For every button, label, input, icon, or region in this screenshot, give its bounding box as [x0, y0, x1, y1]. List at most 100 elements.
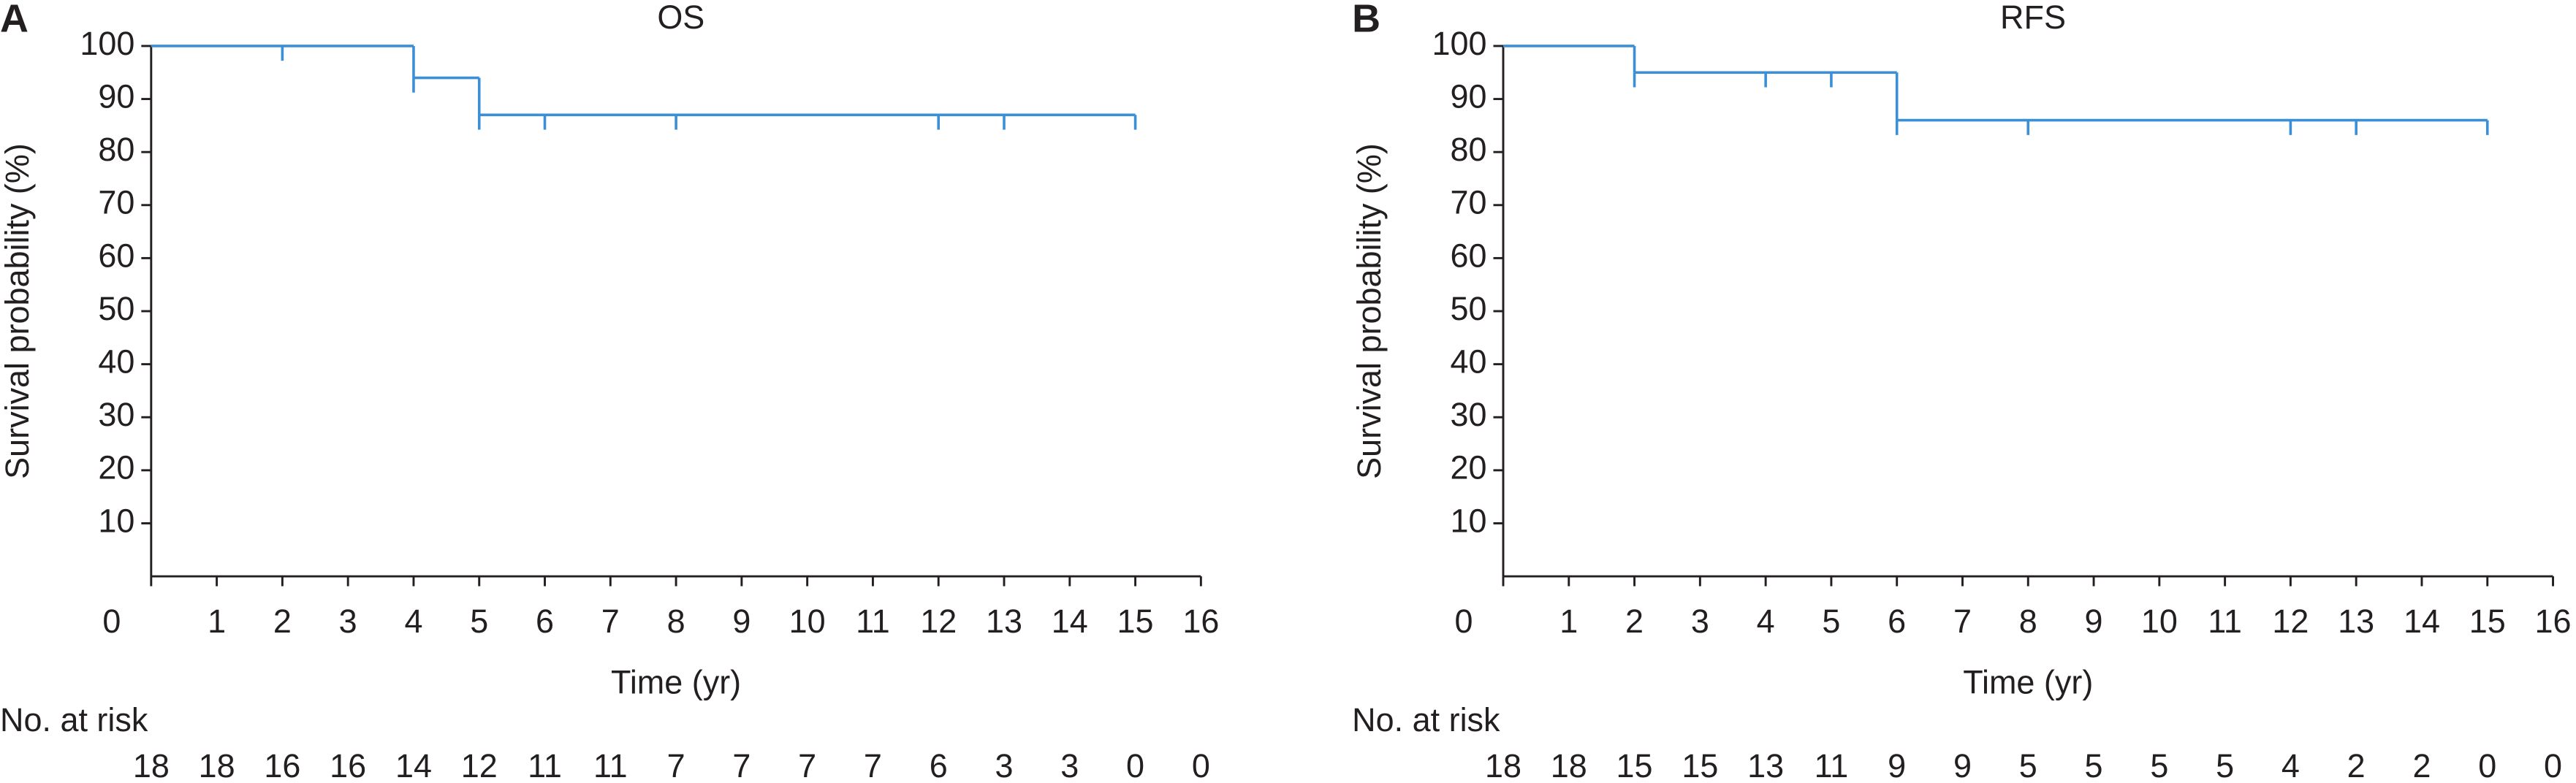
at-risk-value: 7 — [864, 747, 882, 783]
at-risk-value: 5 — [2085, 747, 2103, 783]
x-tick-label: 16 — [1182, 603, 1219, 640]
x-tick-label: 14 — [1052, 603, 1088, 640]
x-tick-label: 9 — [732, 603, 751, 640]
at-risk-value: 7 — [798, 747, 816, 783]
y-tick-label: 80 — [98, 131, 134, 168]
at-risk-value: 0 — [1126, 747, 1144, 783]
y-tick-label: 60 — [1451, 237, 1487, 274]
x-tick-label: 7 — [601, 603, 620, 640]
at-risk-value: 16 — [330, 747, 366, 783]
x-tick-label: 8 — [667, 603, 685, 640]
x-tick-label: 15 — [2469, 603, 2506, 640]
y-tick-label: 20 — [1451, 449, 1487, 486]
y-tick-label: 10 — [98, 502, 134, 539]
x-axis-label: Time (yr) — [611, 663, 741, 700]
y-tick-label: 50 — [1451, 290, 1487, 327]
x-tick-label: 4 — [404, 603, 422, 640]
x-tick-label: 6 — [1888, 603, 1906, 640]
x-tick-label: 0 — [102, 603, 121, 640]
x-tick-label: 9 — [2085, 603, 2103, 640]
at-risk-value: 12 — [461, 747, 498, 783]
at-risk-value: 18 — [1485, 747, 1521, 783]
at-risk-value: 0 — [1192, 747, 1210, 783]
y-tick-label: 30 — [1451, 396, 1487, 433]
at-risk-value: 2 — [2347, 747, 2366, 783]
at-risk-value: 11 — [593, 747, 628, 783]
y-tick-label: 70 — [1451, 184, 1487, 221]
y-tick-label: 50 — [98, 290, 134, 327]
chart-title: OS — [657, 0, 704, 36]
panel-letter: B — [1352, 0, 1380, 40]
y-tick-label: 80 — [1451, 131, 1487, 168]
y-tick-label: 10 — [1451, 502, 1487, 539]
x-tick-label: 2 — [273, 603, 292, 640]
x-tick-label: 2 — [1625, 603, 1644, 640]
at-risk-value: 18 — [199, 747, 235, 783]
y-axis-label: Survival probability (%) — [1350, 143, 1388, 479]
at-risk-title: No. at risk — [1352, 701, 1500, 738]
at-risk-value: 16 — [264, 747, 300, 783]
at-risk-title: No. at risk — [0, 701, 148, 738]
x-tick-label: 10 — [2141, 603, 2178, 640]
x-tick-label: 5 — [470, 603, 488, 640]
y-tick-label: 60 — [98, 237, 134, 274]
x-tick-label: 8 — [2019, 603, 2037, 640]
y-tick-label: 40 — [98, 343, 134, 381]
at-risk-value: 15 — [1616, 747, 1653, 783]
y-tick-label: 20 — [98, 449, 134, 486]
x-tick-label: 3 — [339, 603, 357, 640]
x-tick-label: 6 — [536, 603, 554, 640]
y-tick-label: 30 — [98, 396, 134, 433]
y-tick-label: 90 — [1451, 77, 1487, 115]
y-tick-label: 40 — [1451, 343, 1487, 381]
y-tick-label: 100 — [1432, 25, 1487, 62]
x-tick-label: 1 — [1559, 603, 1578, 640]
x-tick-label: 12 — [920, 603, 957, 640]
at-risk-value: 14 — [395, 747, 432, 783]
x-tick-label: 10 — [789, 603, 826, 640]
at-risk-value: 6 — [930, 747, 948, 783]
x-tick-label: 1 — [208, 603, 226, 640]
y-tick-label: 90 — [98, 77, 134, 115]
at-risk-value: 15 — [1682, 747, 1718, 783]
at-risk-value: 4 — [2281, 747, 2300, 783]
x-axis-label: Time (yr) — [1963, 663, 2093, 700]
at-risk-value: 9 — [1888, 747, 1906, 783]
x-tick-label: 13 — [2338, 603, 2374, 640]
at-risk-value: 3 — [995, 747, 1013, 783]
panel-letter: A — [0, 0, 29, 40]
x-tick-label: 12 — [2272, 603, 2309, 640]
x-tick-label: 14 — [2404, 603, 2440, 640]
x-tick-label: 15 — [1117, 603, 1154, 640]
x-tick-label: 4 — [1757, 603, 1775, 640]
at-risk-value: 3 — [1060, 747, 1079, 783]
at-risk-value: 18 — [1551, 747, 1587, 783]
y-tick-label: 70 — [98, 184, 134, 221]
at-risk-value: 11 — [528, 747, 562, 783]
x-tick-label: 11 — [856, 603, 890, 640]
at-risk-value: 9 — [1953, 747, 1972, 783]
y-axis-label: Survival probability (%) — [0, 143, 36, 479]
at-risk-value: 18 — [133, 747, 170, 783]
x-tick-label: 13 — [986, 603, 1022, 640]
x-tick-label: 5 — [1822, 603, 1840, 640]
at-risk-value: 0 — [2544, 747, 2562, 783]
x-tick-label: 0 — [1455, 603, 1473, 640]
at-risk-value: 7 — [667, 747, 685, 783]
y-tick-label: 100 — [80, 25, 134, 62]
at-risk-value: 5 — [2150, 747, 2168, 783]
at-risk-value: 7 — [732, 747, 751, 783]
at-risk-value: 2 — [2412, 747, 2431, 783]
at-risk-value: 5 — [2019, 747, 2037, 783]
x-tick-label: 7 — [1953, 603, 1972, 640]
x-tick-label: 16 — [2535, 603, 2572, 640]
at-risk-value: 11 — [1815, 747, 1849, 783]
at-risk-value: 5 — [2216, 747, 2234, 783]
at-risk-value: 13 — [1747, 747, 1784, 783]
x-tick-label: 3 — [1691, 603, 1709, 640]
chart-title: RFS — [2000, 0, 2066, 36]
at-risk-value: 0 — [2478, 747, 2496, 783]
